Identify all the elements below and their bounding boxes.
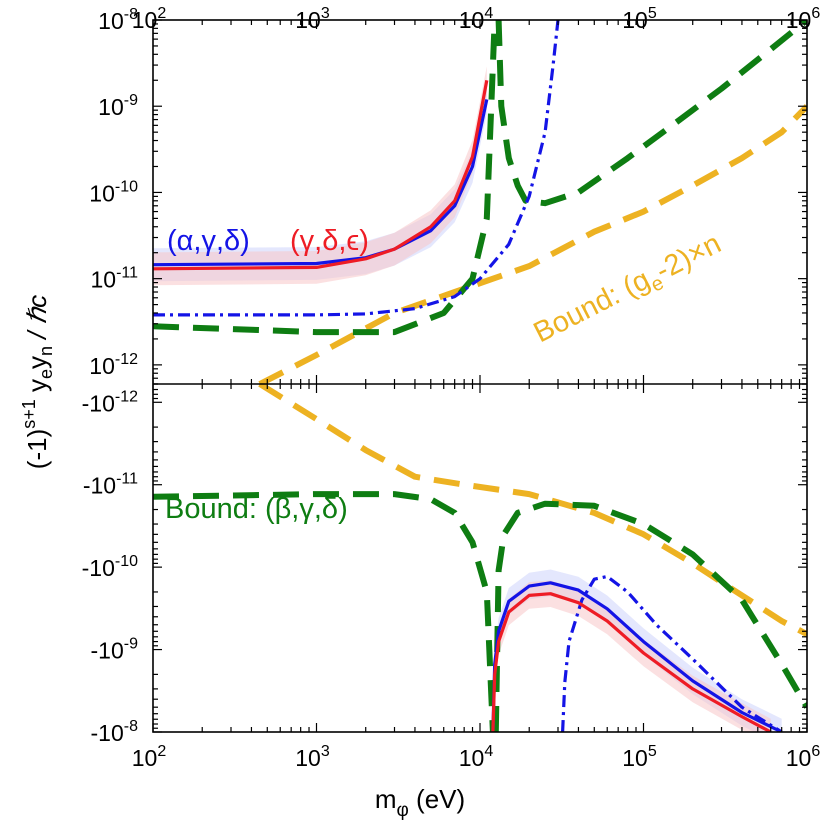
line-blue-dashdot-bottom — [561, 574, 783, 732]
line-green-dashed-top-right — [495, 20, 807, 207]
x-tick-label-top: 103 — [295, 5, 330, 33]
x-tick-label-bottom: 104 — [459, 743, 494, 771]
series-lines — [153, 20, 807, 732]
x-tick-label-bottom: 102 — [132, 743, 167, 771]
label-bound-ge2-n: Bound: (ge-2)×n — [529, 227, 729, 353]
label-gamma-delta-epsilon: (γ,δ,ϵ) — [290, 225, 369, 257]
line-blue-solid-bottom — [491, 581, 783, 732]
line-orange-dashed-top — [258, 104, 807, 384]
y-tick-label-top: 10-12 — [89, 351, 138, 379]
label-bound-beta-gamma-delta: Bound: (β,γ,δ) — [165, 493, 348, 525]
y-tick-label-top: 10-10 — [89, 178, 138, 206]
y-tick-label-bottom: -10-12 — [82, 388, 138, 416]
x-tick-label-bottom: 106 — [786, 743, 821, 771]
tick-labels: 102 102 103 103 104 104 105 105 106 106 10-8 10-9 10… — [82, 5, 821, 771]
label-alpha-gamma-delta: (α,γ,δ) — [167, 225, 250, 257]
y-axis-title: (-1)s+1 yeyn / ℏc — [19, 295, 56, 469]
x-tick-label-top: 105 — [622, 5, 657, 33]
line-blue-dashdot-top — [153, 20, 560, 317]
y-tick-label-top: 10-11 — [90, 265, 138, 293]
line-green-dashed-top-left — [153, 20, 498, 336]
y-tick-label-bottom: -10-9 — [91, 636, 139, 664]
line-orange-dashed-bottom — [258, 384, 807, 637]
line-red-solid-top — [153, 80, 489, 271]
tick-marks — [152, 19, 808, 733]
band-top-red — [153, 66, 487, 286]
y-tick-label-top: 10-8 — [98, 6, 138, 34]
line-green-dashed-bottom-left — [153, 491, 496, 732]
band-bottom-red — [492, 580, 771, 732]
line-red-solid-bottom — [491, 592, 772, 732]
x-tick-label-bottom: 103 — [295, 743, 330, 771]
x-tick-label-bottom: 105 — [622, 743, 657, 771]
x-tick-label-top: 106 — [786, 5, 821, 33]
y-tick-label-top: 10-9 — [98, 92, 138, 120]
x-tick-label-top: 104 — [459, 5, 494, 33]
x-tick-label-top: 102 — [132, 5, 167, 33]
line-green-dashed-bottom-right — [492, 500, 807, 732]
y-tick-label-bottom: -10-8 — [91, 718, 139, 746]
y-tick-label-bottom: -10-10 — [82, 553, 138, 581]
line-blue-solid-top — [153, 99, 489, 267]
x-axis-title: mφ (eV) — [375, 784, 465, 821]
y-tick-label-bottom: -10-11 — [83, 471, 138, 499]
